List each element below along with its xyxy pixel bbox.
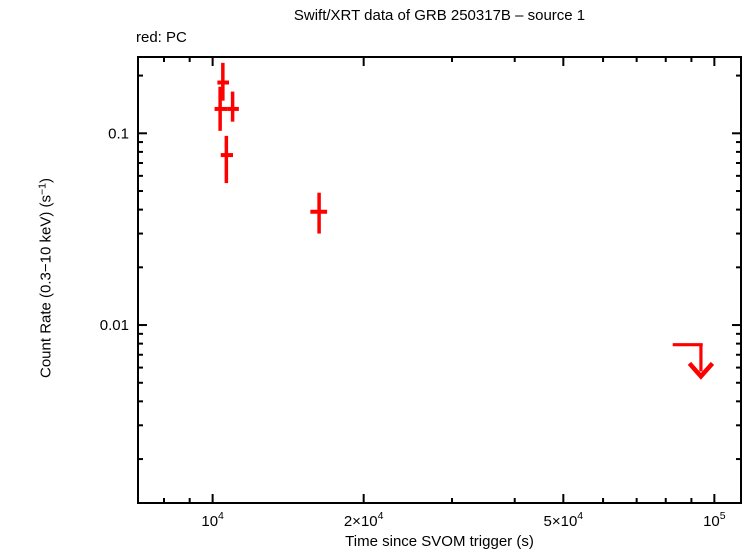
legend-pc-label: red: PC bbox=[136, 29, 187, 46]
upper-limit bbox=[672, 343, 715, 380]
axis-tick-labels: 104 2×104 5×104 105 0.1 0.01 bbox=[100, 125, 726, 530]
x-tick-label: 105 bbox=[703, 510, 726, 530]
data-point bbox=[310, 192, 328, 234]
x-tick-label: 2×104 bbox=[344, 510, 384, 530]
data-point bbox=[214, 86, 228, 131]
x-axis-label: Time since SVOM trigger (s) bbox=[345, 533, 534, 550]
data-point bbox=[227, 91, 239, 122]
plot-title: Swift/XRT data of GRB 250317B – source 1 bbox=[293, 7, 586, 24]
data-point bbox=[220, 135, 234, 184]
down-arrow-icon bbox=[687, 361, 715, 380]
data-point bbox=[217, 62, 229, 101]
axis-ticks bbox=[138, 57, 741, 503]
y-tick-label: 0.1 bbox=[108, 125, 129, 142]
y-tick-label: 0.01 bbox=[100, 317, 129, 334]
x-tick-label: 104 bbox=[201, 510, 224, 530]
data-series-pc bbox=[214, 62, 715, 380]
x-tick-label: 5×104 bbox=[544, 510, 584, 530]
plot-frame bbox=[137, 56, 742, 504]
